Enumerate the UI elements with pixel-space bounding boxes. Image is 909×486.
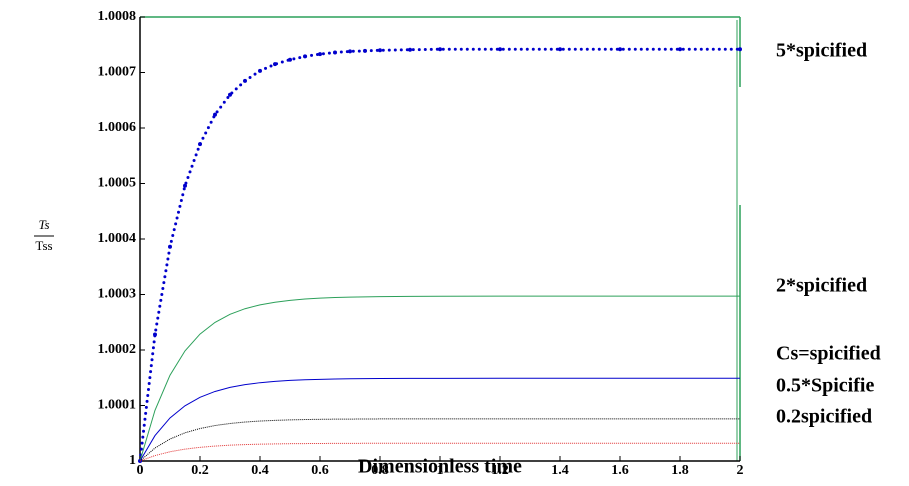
x-tick-label: 2 [737,463,744,478]
data-point [678,47,682,52]
series-label: 2*spicified [776,275,867,297]
y-tick-label: 1.0004 [98,231,137,246]
data-point [498,47,502,52]
data-point [183,183,187,188]
data-point [738,47,742,52]
series-line [138,47,742,463]
series-line [139,295,740,462]
y-label-denominator: Tss [35,238,52,253]
y-label-numerator: Ts [38,217,49,232]
x-tick-label: 1.8 [671,463,689,478]
series-line [139,442,740,462]
data-point [438,47,442,52]
data-point [378,48,382,53]
x-tick-label: 1 [437,463,444,478]
x-tick-label: 1.6 [611,463,629,478]
y-tick-label: 1 [129,453,136,468]
series-label: Cs=spicified [776,343,881,365]
data-point [558,47,562,52]
data-point [618,47,622,52]
x-tick-label: 0.4 [251,463,269,478]
data-point [348,49,352,54]
y-tick-label: 1.0002 [98,342,137,357]
x-tick-label: 1.2 [491,463,509,478]
x-tick-label: 0 [137,463,144,478]
x-tick-label: 1.4 [551,463,569,478]
series-label: 0.5*Spicifie [776,375,874,397]
data-point [318,52,322,57]
data-point [408,47,412,52]
series-label: 5*spicified [776,40,867,62]
series-line [139,377,740,462]
x-tick-label: 0.8 [371,463,389,478]
y-tick-label: 1.0005 [98,176,137,191]
y-tick-label: 1.0007 [98,65,137,80]
x-tick-label: 0.6 [311,463,329,478]
series-label: 0.2spicified [776,406,872,428]
y-tick-label: 1.0001 [98,398,137,413]
x-tick-label: 0.2 [191,463,209,478]
series-line [139,418,740,462]
y-tick-label: 1.0008 [98,9,137,24]
y-tick-label: 1.0006 [98,120,137,135]
y-tick-label: 1.0003 [98,287,137,302]
